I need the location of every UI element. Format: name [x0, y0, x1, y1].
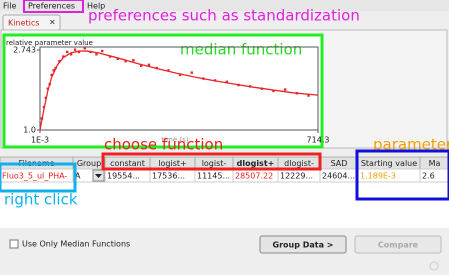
- menu-item[interactable]: Preferences: [28, 2, 75, 11]
- data-point: [307, 94, 310, 97]
- data-point: [147, 63, 151, 67]
- data-point: [178, 73, 182, 77]
- highlight-box: [355, 149, 449, 201]
- table-cell: [419, 168, 449, 183]
- data-point: [139, 64, 143, 67]
- cell-text: 17536...: [152, 172, 185, 181]
- button-label[interactable]: Group Data >: [273, 241, 334, 250]
- button: [354, 235, 442, 254]
- annotation: choose function: [104, 136, 223, 154]
- x-tick-label: 714.3: [307, 136, 330, 145]
- button[interactable]: [259, 235, 347, 254]
- highlight-box: [101, 152, 322, 171]
- data-point: [132, 59, 135, 62]
- data-point: [167, 69, 170, 72]
- column-header-label[interactable]: dlogist+: [237, 159, 275, 168]
- highlight-box: [23, 0, 84, 13]
- plot-panel: [5, 36, 321, 147]
- menu-item[interactable]: File: [3, 2, 16, 11]
- column-header-label[interactable]: Group: [77, 159, 101, 168]
- resize-grip: [429, 261, 439, 271]
- annotation: right click: [4, 191, 78, 209]
- annotation: median function: [180, 41, 302, 59]
- cell-text: 2.6: [422, 172, 435, 181]
- plot-frame: [39, 46, 319, 131]
- cell-text: 1.189E-3: [360, 172, 396, 181]
- highlight-box: [2, 33, 324, 149]
- y-tick-label: 1.0: [23, 126, 36, 135]
- cell-text: 24604...: [322, 172, 355, 181]
- data-point: [95, 53, 98, 56]
- annotation: parameters: [373, 136, 449, 154]
- tab-label[interactable]: Kinetics: [8, 19, 39, 28]
- fit-line: [39, 50, 319, 131]
- cell-text: 11145...: [197, 172, 230, 181]
- data-point: [225, 80, 229, 84]
- cell-text: A: [75, 172, 81, 181]
- cell-text: 28507.22: [235, 172, 273, 181]
- button-label: Compare: [378, 241, 419, 250]
- data-point: [116, 57, 120, 61]
- y-tick-label: 2.743: [13, 46, 36, 55]
- y-axis-label: relative parameter value: [6, 39, 93, 47]
- data-point: [58, 59, 61, 63]
- data-point: [83, 47, 86, 50]
- data-point: [101, 49, 104, 53]
- plot: 1.0 2.743 1E-3 714.3: [13, 46, 329, 145]
- column-header-label[interactable]: logist-: [202, 159, 227, 168]
- data-point: [272, 89, 275, 93]
- cell-text: 12229...: [280, 172, 313, 181]
- column-header-label[interactable]: Starting value: [361, 159, 417, 168]
- data-point: [69, 53, 73, 56]
- cell-text: Fluo3_5_ul_PHA-: [2, 172, 67, 181]
- highlight-box: [0, 162, 77, 193]
- annotation: preferences such as standardization: [88, 7, 360, 25]
- dropdown-arrow: [95, 174, 102, 178]
- data-point: [66, 50, 69, 54]
- column-header-label[interactable]: dlogist-: [284, 159, 314, 168]
- data-point: [50, 73, 53, 77]
- data-point: [73, 48, 77, 51]
- column-header-label[interactable]: SAD: [331, 159, 348, 168]
- menu-bar: [0, 0, 449, 11]
- data-point: [124, 59, 127, 63]
- checkbox-label[interactable]: Use Only Median Functions: [22, 240, 130, 249]
- table: Filename Group constant logist+ logist-dlogi…: [0, 156, 449, 183]
- column-header-label[interactable]: Ma: [429, 159, 441, 168]
- x-axis-label: time (s): [161, 136, 188, 144]
- data-point: [190, 71, 193, 74]
- data-point: [62, 55, 65, 58]
- column-header-label[interactable]: constant: [110, 159, 145, 168]
- checkbox[interactable]: [9, 239, 19, 249]
- data-point: [283, 88, 287, 91]
- column-header-label[interactable]: logist+: [158, 159, 186, 168]
- cell-text: 19554...: [107, 172, 140, 181]
- tab-close[interactable]: ×: [49, 18, 56, 27]
- menu-item[interactable]: Help: [87, 2, 105, 11]
- data-point: [77, 50, 81, 54]
- x-tick-label: 1E-3: [31, 136, 49, 145]
- data-point: [52, 69, 55, 72]
